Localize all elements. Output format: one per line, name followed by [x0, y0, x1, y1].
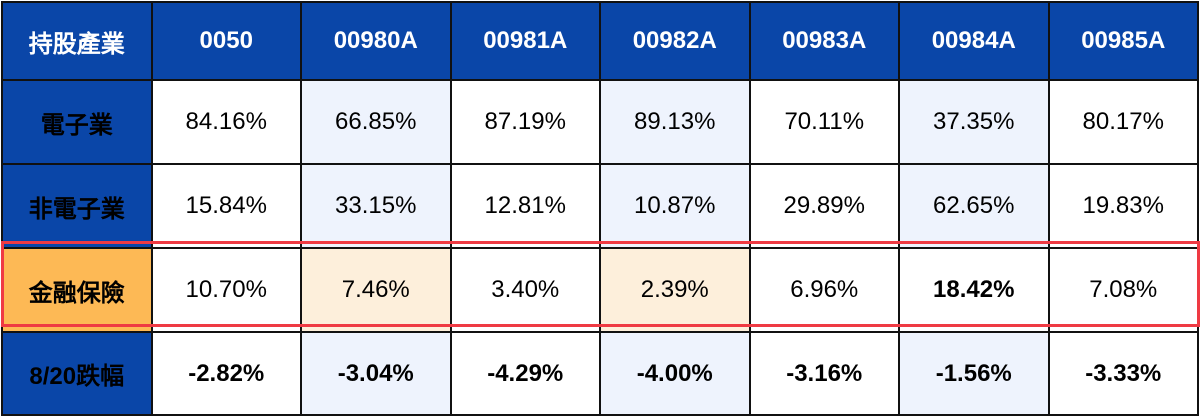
table-cell: -3.04% — [300, 331, 452, 416]
table-cell: 2.39% — [599, 247, 751, 333]
row-non-electronics: 非電子業 15.84% 33.15% 12.81% 10.87% 29.89% … — [1, 163, 1199, 249]
row-label-electronics: 電子業 — [1, 79, 153, 165]
table-cell: 29.89% — [748, 163, 900, 249]
row-label-non-electronics: 非電子業 — [1, 163, 153, 249]
table-cell: 37.35% — [898, 79, 1050, 165]
header-fund-00985a: 00985A — [1047, 1, 1199, 81]
row-electronics: 電子業 84.16% 66.85% 87.19% 89.13% 70.11% 3… — [1, 79, 1199, 165]
table-cell: 89.13% — [599, 79, 751, 165]
row-label-finance-insurance: 金融保險 — [1, 247, 153, 333]
table-cell: -2.82% — [150, 331, 302, 416]
row-daily-change: 8/20跌幅 -2.82% -3.04% -4.29% -4.00% -3.16… — [1, 331, 1199, 416]
header-fund-0050: 0050 — [150, 1, 302, 81]
table-cell: 10.87% — [599, 163, 751, 249]
table-cell: 70.11% — [748, 79, 900, 165]
table-cell: 80.17% — [1047, 79, 1199, 165]
table-cell: -1.56% — [898, 331, 1050, 416]
header-fund-00983a: 00983A — [748, 1, 900, 81]
header-label-cell: 持股產業 — [1, 1, 153, 81]
header-fund-00984a: 00984A — [898, 1, 1050, 81]
table-cell: 33.15% — [300, 163, 452, 249]
table-cell: -3.16% — [748, 331, 900, 416]
table-cell: 6.96% — [748, 247, 900, 333]
header-fund-00982a: 00982A — [599, 1, 751, 81]
table-cell: -3.33% — [1047, 331, 1199, 416]
table-cell: 66.85% — [300, 79, 452, 165]
row-finance-insurance: 金融保險 10.70% 7.46% 3.40% 2.39% 6.96% 18.4… — [1, 247, 1199, 333]
table-cell: 84.16% — [150, 79, 302, 165]
row-label-daily-change: 8/20跌幅 — [1, 331, 153, 416]
table-cell: -4.29% — [449, 331, 601, 416]
header-fund-00980a: 00980A — [300, 1, 452, 81]
table-cell: 87.19% — [449, 79, 601, 165]
table-cell: 19.83% — [1047, 163, 1199, 249]
table-cell: 12.81% — [449, 163, 601, 249]
table-cell: 62.65% — [898, 163, 1050, 249]
table-cell: 3.40% — [449, 247, 601, 333]
highlighted-cell: 18.42% — [898, 247, 1050, 333]
header-fund-00981a: 00981A — [449, 1, 601, 81]
table-cell: 15.84% — [150, 163, 302, 249]
table-cell: 7.08% — [1047, 247, 1199, 333]
table-cell: 10.70% — [150, 247, 302, 333]
table-cell: 7.46% — [300, 247, 452, 333]
table-cell: -4.00% — [599, 331, 751, 416]
header-row: 持股產業 0050 00980A 00981A 00982A 00983A 00… — [1, 1, 1199, 81]
